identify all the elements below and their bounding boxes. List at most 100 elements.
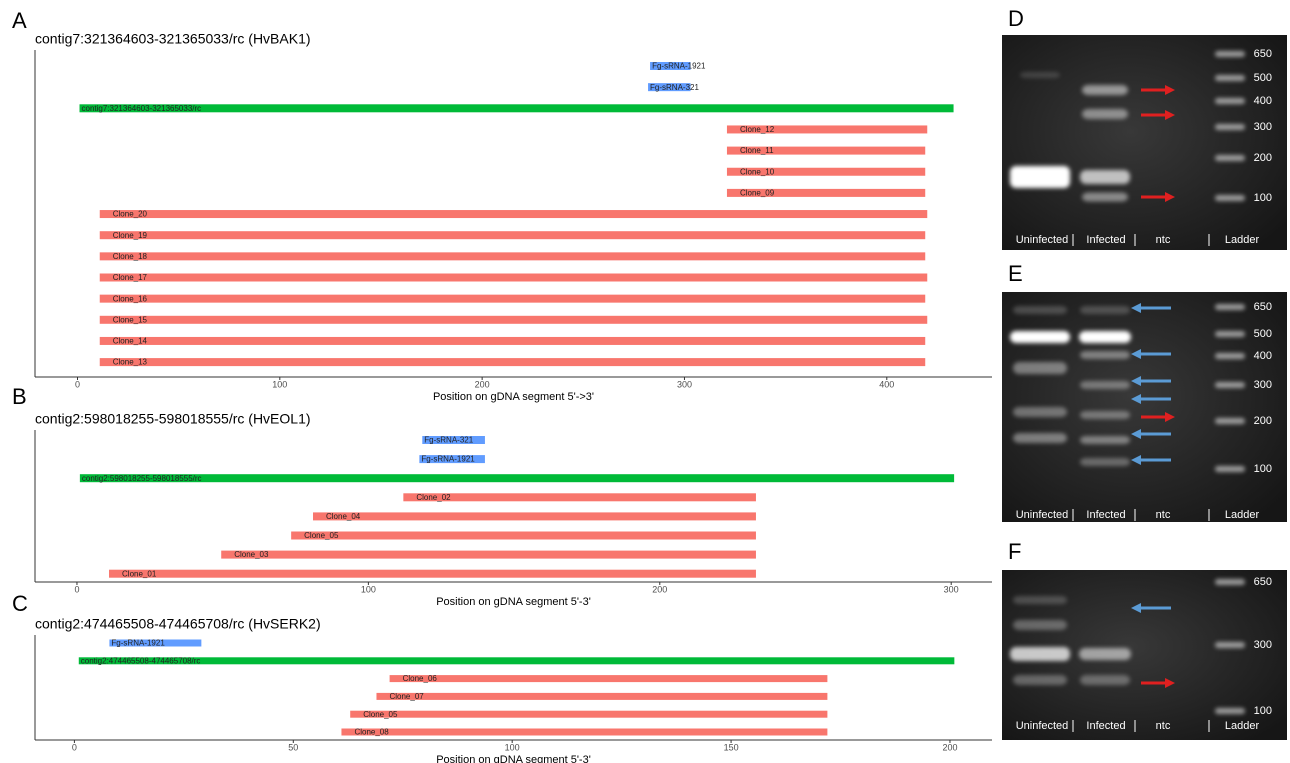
ladder-band xyxy=(1215,466,1245,472)
x-tick-label: 200 xyxy=(652,584,667,594)
range-bar xyxy=(100,210,928,218)
range-bar xyxy=(403,493,756,501)
bar-label: Clone_03 xyxy=(234,550,269,559)
ladder-label: 100 xyxy=(1254,192,1272,204)
range-bar xyxy=(79,657,955,664)
lane-label: Uninfected xyxy=(1016,509,1069,521)
range-bar xyxy=(80,104,954,112)
x-tick-label: 400 xyxy=(879,379,894,389)
ladder-band xyxy=(1215,331,1245,337)
figure: Acontig7:321364603-321365033/rc (HvBAK1)… xyxy=(0,0,1290,763)
gel-band xyxy=(1020,72,1060,78)
gel-band xyxy=(1013,433,1067,443)
bar-label: Fg-sRNA-1921 xyxy=(111,639,165,648)
range-bar xyxy=(221,551,756,559)
ladder-band xyxy=(1215,195,1245,201)
x-tick-label: 100 xyxy=(272,379,287,389)
bar-label: Clone_19 xyxy=(113,231,148,240)
bar-label: Clone_17 xyxy=(113,273,148,282)
bar-label: Fg-sRNA-321 xyxy=(424,436,473,445)
gel-band xyxy=(1010,331,1070,343)
x-tick-label: 0 xyxy=(75,379,80,389)
x-tick-label: 200 xyxy=(475,379,490,389)
chart-title: contig7:321364603-321365033/rc (HvBAK1) xyxy=(35,31,311,47)
ladder-label: 400 xyxy=(1254,95,1272,107)
lane-label: Infected xyxy=(1086,509,1125,521)
gel-band xyxy=(1082,109,1128,119)
lane-label: Ladder xyxy=(1225,720,1260,732)
ladder-band xyxy=(1215,124,1245,130)
lane-label: Infected xyxy=(1086,234,1125,246)
gel-band xyxy=(1080,306,1130,314)
bar-label: Clone_10 xyxy=(740,167,775,176)
bar-label: Clone_18 xyxy=(113,252,148,261)
gel-image xyxy=(1002,35,1287,250)
gel-band xyxy=(1013,306,1067,314)
gel-band xyxy=(1080,351,1130,359)
ladder-band xyxy=(1215,708,1245,714)
range-bar xyxy=(100,252,925,260)
gel-band xyxy=(1080,170,1130,184)
ladder-label: 650 xyxy=(1254,301,1272,313)
bar-label: Clone_15 xyxy=(113,315,148,324)
ladder-band xyxy=(1215,418,1245,424)
range-bar xyxy=(80,474,954,482)
bar-label: Clone_05 xyxy=(363,710,398,719)
panel-letter: F xyxy=(1008,539,1021,564)
x-axis-label: Position on gDNA segment 5'->3' xyxy=(433,391,594,403)
gel-band xyxy=(1013,675,1067,685)
panel-letter: D xyxy=(1008,6,1024,31)
x-tick-label: 300 xyxy=(944,584,959,594)
bar-label: Clone_04 xyxy=(326,512,361,521)
x-tick-label: 0 xyxy=(74,584,79,594)
panel-letter: C xyxy=(12,591,28,616)
x-tick-label: 100 xyxy=(505,742,520,752)
lane-label: ntc xyxy=(1156,509,1171,521)
bar-label: Fg-sRNA-321 xyxy=(650,83,699,92)
panel-letter: A xyxy=(12,8,27,33)
gel-band xyxy=(1082,85,1128,95)
bar-label: contig7:321364603-321365033/rc xyxy=(82,104,202,113)
range-bar xyxy=(100,295,925,303)
lane-label: Ladder xyxy=(1225,509,1260,521)
lane-label: Uninfected xyxy=(1016,234,1069,246)
gel-band xyxy=(1079,331,1131,343)
ladder-label: 500 xyxy=(1254,72,1272,84)
bar-label: Clone_05 xyxy=(304,531,339,540)
range-bar xyxy=(100,231,925,239)
ladder-band xyxy=(1215,75,1245,81)
bar-label: Clone_09 xyxy=(740,189,775,198)
x-axis-label: Position on gDNA segment 5'-3' xyxy=(436,754,591,763)
ladder-label: 300 xyxy=(1254,639,1272,651)
ladder-band xyxy=(1215,382,1245,388)
bar-label: Clone_20 xyxy=(113,210,148,219)
bar-label: Clone_08 xyxy=(354,728,389,737)
range-bar xyxy=(390,675,828,682)
bar-label: Clone_13 xyxy=(113,358,148,367)
ladder-label: 650 xyxy=(1254,48,1272,60)
bar-label: Fg-sRNA-1921 xyxy=(652,62,706,71)
gel-band xyxy=(1079,648,1131,660)
range-bar xyxy=(350,711,827,718)
ladder-label: 200 xyxy=(1254,415,1272,427)
bar-label: contig2:598018255-598018555/rc xyxy=(82,474,202,483)
range-bar xyxy=(100,358,925,366)
gel-band xyxy=(1080,436,1130,444)
ladder-label: 100 xyxy=(1254,463,1272,475)
bar-label: Clone_02 xyxy=(416,493,451,502)
range-bar xyxy=(341,729,827,736)
chart-title: contig2:474465508-474465708/rc (HvSERK2) xyxy=(35,616,321,632)
gel-band xyxy=(1010,166,1070,188)
range-bar xyxy=(100,337,925,345)
bar-label: Clone_01 xyxy=(122,569,157,578)
bar-label: Clone_06 xyxy=(403,674,438,683)
bar-label: Clone_12 xyxy=(740,125,775,134)
ladder-label: 500 xyxy=(1254,328,1272,340)
lane-label: Infected xyxy=(1086,720,1125,732)
range-bar xyxy=(109,570,756,578)
range-bar xyxy=(313,512,756,520)
x-axis-label: Position on gDNA segment 5'-3' xyxy=(436,596,591,608)
chart-title: contig2:598018255-598018555/rc (HvEOL1) xyxy=(35,411,311,427)
x-tick-label: 150 xyxy=(724,742,739,752)
bar-label: contig2:474465508-474465708/rc xyxy=(81,656,201,665)
